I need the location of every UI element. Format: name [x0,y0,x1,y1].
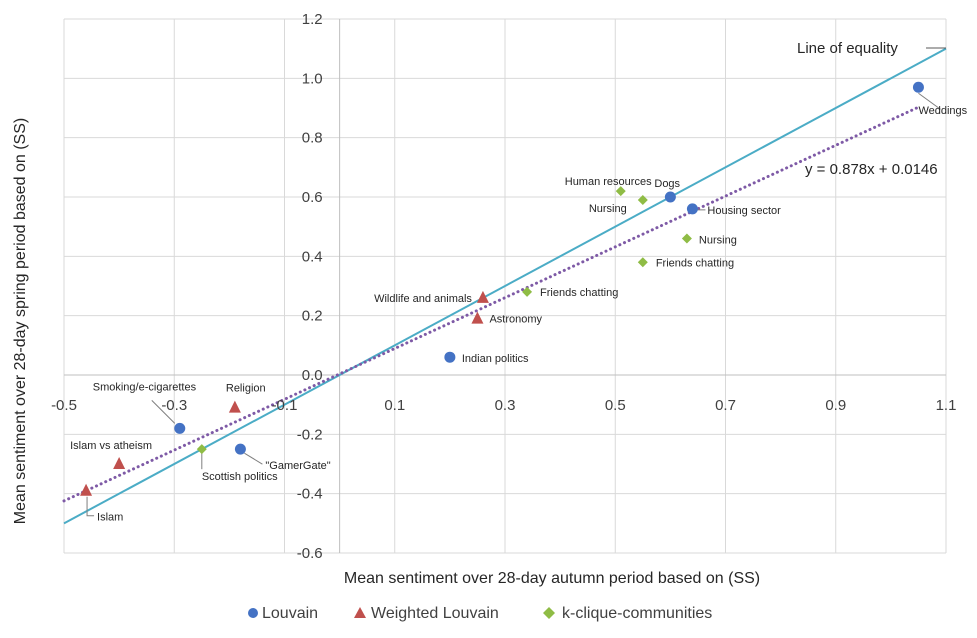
point-label: Human resources [565,176,652,188]
x-tick-label: -0.3 [161,397,187,414]
reference-lines [62,47,947,525]
data-point-weighted-louvain [113,457,126,469]
data-point-k-clique-communities [196,444,207,455]
legend-louvain-label: Louvain [262,605,318,622]
point-label: Islam [97,512,123,524]
y-tick-label: 1.2 [302,11,323,28]
line-of-equality [63,47,947,525]
x-tick-label: 0.1 [384,397,405,414]
legend: Louvain Weighted Louvain k-clique-commun… [248,605,712,622]
data-point-k-clique-communities [615,186,626,197]
y-tick-label: -0.6 [297,545,323,562]
legend-weighted-louvain-marker [354,607,366,618]
x-tick-label: 0.5 [605,397,626,414]
y-tick-label: -0.4 [297,486,323,503]
point-label: Dogs [654,178,680,190]
point-label: Housing sector [707,205,781,217]
axes [64,19,946,553]
x-tick-label: 0.9 [825,397,846,414]
legend-louvain-marker [248,608,258,618]
data-point-k-clique-communities [681,233,692,244]
legend-weighted-louvain-label: Weighted Louvain [371,605,499,622]
data-point-k-clique-communities [637,194,648,205]
data-point-weighted-louvain [476,290,489,303]
legend-k-clique-marker [543,607,555,619]
trendline [62,105,920,503]
point-label: Smoking/e-cigarettes [93,381,197,393]
point-label-leader [244,452,263,465]
y-tick-label: 0.2 [302,308,323,325]
data-point-weighted-louvain [471,311,484,324]
point-labels: Weddings Dogs Housing sector Indian politic… [70,105,968,523]
data-point-louvain [664,191,676,203]
point-label: Scottish politics [202,471,278,483]
data-point-weighted-louvain [80,483,93,496]
point-label: "GamerGate" [265,460,330,472]
legend-k-clique-label: k-clique-communities [562,605,712,622]
point-label-leader [151,400,176,424]
point-label: Religion [226,383,266,395]
point-label: Nursing [589,203,627,215]
y-axis-title: Mean sentiment over 28-day spring period… [12,118,29,524]
point-label: Friends chatting [540,287,618,299]
point-label: Nursing [699,235,737,247]
point-label: Wildlife and animals [374,293,472,305]
y-tick-label: -0.2 [297,426,323,443]
tick-labels: -0.5 -0.3 -0.1 0.1 0.3 0.5 0.7 0.9 1.1 -0.6 -0.4 -0… [51,11,956,562]
y-tick-label: 1.0 [302,70,323,87]
point-label: Islam vs atheism [70,440,152,452]
y-tick-label: 0.6 [302,189,323,206]
data-point-louvain [234,443,246,455]
point-label: Friends chatting [656,257,734,269]
x-tick-label: -0.5 [51,397,77,414]
data-point-k-clique-communities [522,286,533,297]
trendline-equation: y = 0.878x + 0.0146 [805,161,938,178]
x-axis-title: Mean sentiment over 28-day autumn period… [344,570,760,587]
data-point-louvain [686,203,698,215]
label-leaders [86,47,946,517]
point-label: Indian politics [462,353,529,365]
line-of-equality-label: Line of equality [797,40,898,57]
x-tick-label: 1.1 [936,397,957,414]
point-label-leader [918,92,941,110]
point-label: Weddings [918,105,967,117]
y-tick-label: 0.0 [302,367,323,384]
data-point-louvain [174,422,186,434]
point-label: Astronomy [489,314,542,326]
y-tick-label: 0.4 [302,248,323,265]
data-point-louvain [912,81,924,93]
y-tick-label: 0.8 [302,130,323,147]
x-tick-label: -0.1 [272,397,298,414]
x-tick-label: 0.3 [495,397,516,414]
data-point-k-clique-communities [637,257,648,268]
data-point-louvain [444,351,456,363]
data-point-weighted-louvain [228,400,241,413]
data-points [80,81,924,496]
point-label-leader [86,496,95,517]
x-tick-label: 0.7 [715,397,736,414]
